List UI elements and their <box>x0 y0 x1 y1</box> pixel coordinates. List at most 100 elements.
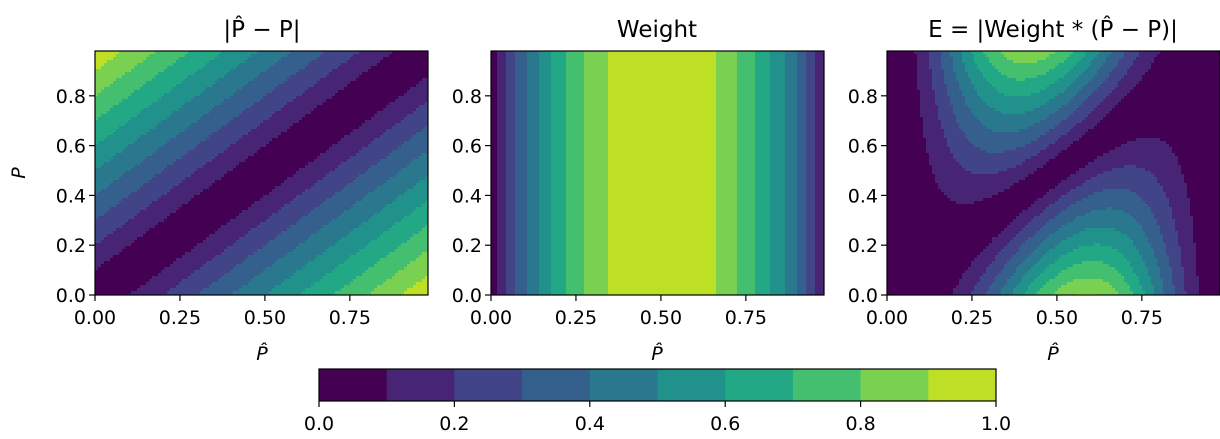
heat-cell <box>296 72 299 75</box>
heat-cell <box>290 93 293 96</box>
heat-cell <box>266 60 269 63</box>
heat-cell <box>113 93 116 96</box>
heat-cell <box>167 111 170 114</box>
heat-cell <box>152 78 155 81</box>
heat-cell <box>200 114 203 117</box>
heat-cell <box>350 81 353 84</box>
heat-cell <box>131 102 134 105</box>
heat-cell <box>353 57 356 60</box>
heat-cell <box>188 69 191 72</box>
heat-cell <box>143 111 146 114</box>
heat-cell <box>389 111 392 114</box>
heat-cell <box>284 54 287 57</box>
heat-cell <box>404 87 407 90</box>
heat-cell <box>230 63 233 66</box>
heat-cell <box>155 66 158 69</box>
heat-cell <box>326 57 329 60</box>
heat-cell <box>398 108 401 111</box>
heat-cell <box>338 102 341 105</box>
heat-cell <box>407 105 410 108</box>
heat-cell <box>167 54 170 57</box>
heat-cell <box>125 99 128 102</box>
heat-cell <box>317 66 320 69</box>
heat-cell <box>356 93 359 96</box>
heat-cell <box>311 96 314 99</box>
heat-cell <box>278 57 281 60</box>
heat-cell <box>209 75 212 78</box>
heat-cell <box>323 105 326 108</box>
heat-cell <box>191 66 194 69</box>
heat-cell <box>350 93 353 96</box>
heat-cell <box>347 57 350 60</box>
heat-cell <box>104 66 107 69</box>
heat-cell <box>341 111 344 114</box>
heat-cell <box>413 81 416 84</box>
heat-cell <box>413 105 416 108</box>
heat-cell <box>122 99 125 102</box>
heat-cell <box>365 99 368 102</box>
heat-cell <box>368 78 371 81</box>
heat-cell <box>155 96 158 99</box>
heat-cell <box>401 63 404 66</box>
heat-cell <box>422 54 425 57</box>
heat-cell <box>260 60 263 63</box>
heat-cell <box>419 111 422 114</box>
heat-cell <box>320 96 323 99</box>
heat-cell <box>407 66 410 69</box>
heat-cell <box>107 99 110 102</box>
heat-cell <box>281 108 284 111</box>
heat-cell <box>320 105 323 108</box>
heat-cell <box>140 87 143 90</box>
heat-cell <box>272 60 275 63</box>
heat-cell <box>407 78 410 81</box>
heat-cell <box>386 75 389 78</box>
heat-cell <box>143 66 146 69</box>
heat-cell <box>164 81 167 84</box>
heat-cell <box>359 105 362 108</box>
heat-cell <box>371 87 374 90</box>
heat-cell <box>284 63 287 66</box>
heat-cell <box>212 96 215 99</box>
heat-cell <box>239 66 242 69</box>
heat-cell <box>233 111 236 114</box>
heat-cell <box>248 81 251 84</box>
heat-cell <box>158 108 161 111</box>
heat-cell <box>164 90 167 93</box>
heat-cell <box>161 63 164 66</box>
heat-cell <box>143 69 146 72</box>
heat-cell <box>137 96 140 99</box>
heat-cell <box>98 102 101 105</box>
heat-cell <box>341 108 344 111</box>
heat-cell <box>215 114 218 117</box>
heat-cell <box>197 81 200 84</box>
heat-cell <box>257 90 260 93</box>
heat-cell <box>242 81 245 84</box>
heat-cell <box>149 105 152 108</box>
heat-cell <box>290 81 293 84</box>
heat-cell <box>101 69 104 72</box>
heat-cell <box>125 57 128 60</box>
heat-cell <box>107 63 110 66</box>
heat-cell <box>305 108 308 111</box>
heat-cell <box>191 60 194 63</box>
heat-cell <box>197 69 200 72</box>
heat-cell <box>230 102 233 105</box>
heat-cell <box>356 96 359 99</box>
heat-cell <box>98 96 101 99</box>
heat-cell <box>398 87 401 90</box>
heat-cell <box>233 105 236 108</box>
heat-cell <box>158 57 161 60</box>
heat-cell <box>155 72 158 75</box>
heat-cell <box>365 63 368 66</box>
heat-cell <box>197 105 200 108</box>
heat-cell <box>152 105 155 108</box>
heat-cell <box>290 54 293 57</box>
heat-cell <box>113 72 116 75</box>
heat-cell <box>368 63 371 66</box>
heat-cell <box>275 60 278 63</box>
heat-cell <box>227 72 230 75</box>
heat-cell <box>119 57 122 60</box>
heat-cell <box>227 111 230 114</box>
heat-cell <box>365 60 368 63</box>
heat-cell <box>155 69 158 72</box>
